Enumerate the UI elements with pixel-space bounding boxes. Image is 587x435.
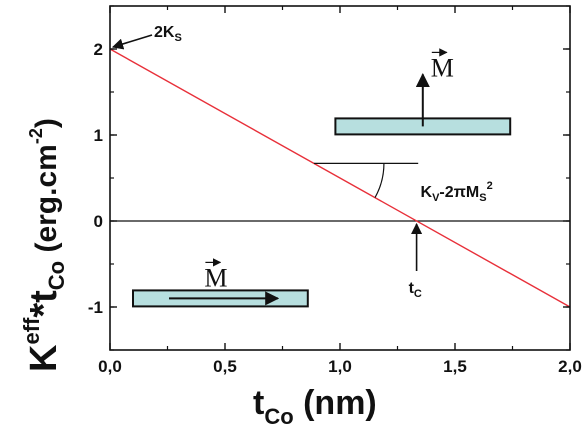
intercept-label: 2KS xyxy=(154,24,182,44)
x-tick-label: 0,0 xyxy=(98,357,122,376)
series-line-0 xyxy=(109,48,571,308)
y-tick-label: 1 xyxy=(94,126,103,145)
y-tick-label: 2 xyxy=(94,40,103,59)
slope-label: KV-2πMS2 xyxy=(421,180,493,204)
annotations: 2KS KV-2πMS2 tC xyxy=(111,24,493,300)
y-axis-title: Keff*tCo (erg.cm-2) xyxy=(19,118,69,372)
x-tick-label: 2,0 xyxy=(558,357,582,376)
magnetization-label-1: M xyxy=(204,263,227,292)
axes: 0,0 0,5 1,0 1,5 2,0 -1 0 1 2 xyxy=(88,5,582,376)
y-tick-label: 0 xyxy=(94,212,103,231)
x-tick-label: 1,5 xyxy=(443,357,467,376)
magnetization-label-0: M xyxy=(431,53,454,82)
x-tick-label: 0,5 xyxy=(213,357,237,376)
x-axis-title: tCo (nm) xyxy=(253,384,377,429)
slope-angle-arc xyxy=(374,163,385,198)
plot-area: MM xyxy=(109,48,571,308)
x-tick-label: 1,0 xyxy=(328,357,352,376)
intercept-arrow xyxy=(111,34,153,50)
y-tick-label: -1 xyxy=(88,298,103,317)
crossing-label: tC xyxy=(409,280,422,300)
